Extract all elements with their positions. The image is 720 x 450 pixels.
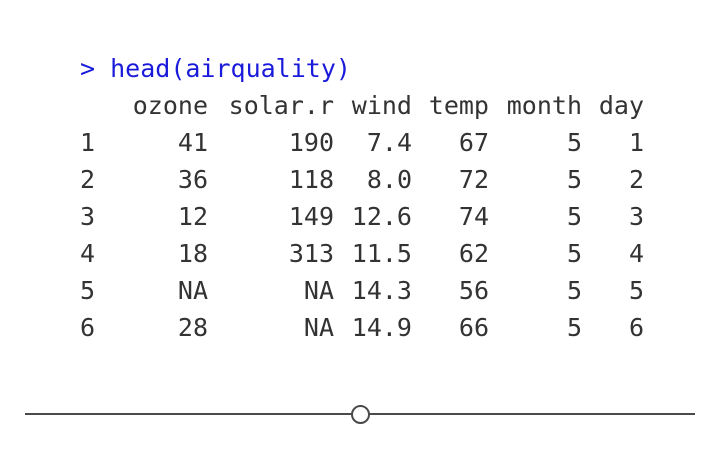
header-month: month: [506, 91, 582, 120]
cell-ozone: 12: [177, 202, 208, 231]
prompt-symbol: >: [80, 54, 111, 83]
cell-ozone: 41: [177, 128, 208, 157]
cell-day: 2: [628, 165, 644, 194]
cell-wind: 8.0: [366, 165, 412, 194]
cell-ozone: 18: [177, 239, 208, 268]
row-index: 5: [80, 276, 96, 305]
cell-temp: 67: [458, 128, 489, 157]
table-row: 6 28 NA 14.9 66 5 6: [80, 309, 644, 346]
cell-day: 5: [628, 276, 644, 305]
cell-temp: 74: [458, 202, 489, 231]
row-index: 2: [80, 165, 96, 194]
cell-wind: 14.9: [351, 313, 412, 342]
cell-solar-r: 118: [288, 165, 334, 194]
cell-day: 1: [628, 128, 644, 157]
cell-solar-r: 149: [288, 202, 334, 231]
cell-ozone: 28: [177, 313, 208, 342]
cell-solar-r: 313: [288, 239, 334, 268]
cell-wind: 7.4: [366, 128, 412, 157]
row-index: 1: [80, 128, 96, 157]
row-index: 4: [80, 239, 96, 268]
console-output: > head(airquality) ozone solar.r wind temp m…: [80, 50, 644, 346]
table-row: 2 36 118 8.0 72 5 2: [80, 161, 644, 198]
cell-month: 5: [566, 128, 582, 157]
cell-wind: 12.6: [351, 202, 412, 231]
command-text: head(airquality): [110, 54, 351, 83]
table-row: 4 18 313 11.5 62 5 4: [80, 235, 644, 272]
cell-month: 5: [566, 239, 582, 268]
table-row: 3 12 149 12.6 74 5 3: [80, 198, 644, 235]
cell-month: 5: [566, 202, 582, 231]
table-row: 1 41 190 7.4 67 5 1: [80, 124, 644, 161]
cell-solar-r: 190: [288, 128, 334, 157]
cell-month: 5: [566, 313, 582, 342]
row-index: 6: [80, 313, 96, 342]
cell-month: 5: [566, 165, 582, 194]
header-wind: wind: [351, 91, 412, 120]
row-index: 3: [80, 202, 96, 231]
command-line: > head(airquality): [80, 50, 644, 87]
cell-day: 3: [628, 202, 644, 231]
cell-temp: 72: [458, 165, 489, 194]
cell-ozone: 36: [177, 165, 208, 194]
cell-solar-r: NA: [303, 276, 334, 305]
cell-ozone: NA: [177, 276, 208, 305]
slider-handle[interactable]: [351, 405, 370, 424]
header-solar-r: solar.r: [228, 91, 334, 120]
table-header: ozone solar.r wind temp month day: [80, 87, 644, 124]
cell-wind: 11.5: [351, 239, 412, 268]
header-day: day: [598, 91, 644, 120]
cell-temp: 66: [458, 313, 489, 342]
header-temp: temp: [428, 91, 489, 120]
cell-month: 5: [566, 276, 582, 305]
cell-temp: 62: [458, 239, 489, 268]
cell-day: 6: [628, 313, 644, 342]
cell-wind: 14.3: [351, 276, 412, 305]
table-row: 5 NA NA 14.3 56 5 5: [80, 272, 644, 309]
header-ozone: ozone: [132, 91, 208, 120]
position-slider[interactable]: [25, 402, 695, 426]
cell-solar-r: NA: [303, 313, 334, 342]
cell-temp: 56: [458, 276, 489, 305]
cell-day: 4: [628, 239, 644, 268]
